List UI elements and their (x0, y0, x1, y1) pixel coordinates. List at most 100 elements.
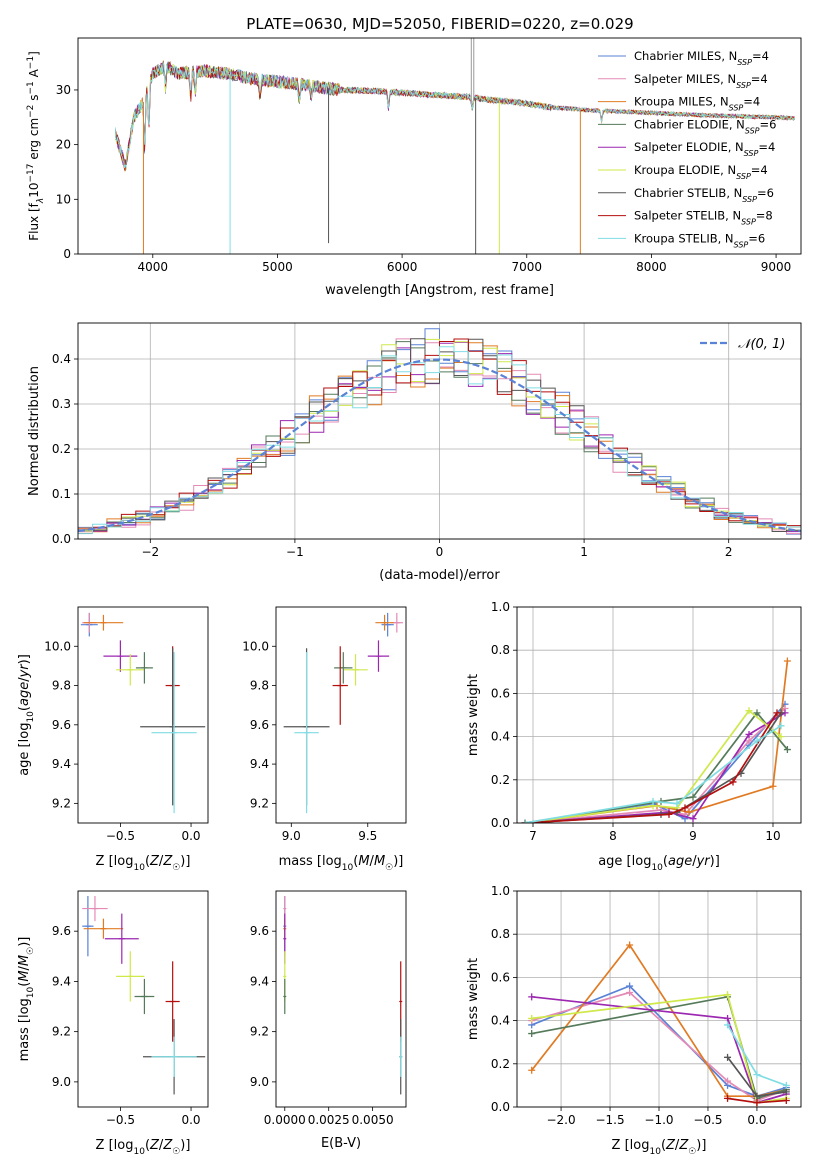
data-point (782, 1088, 790, 1096)
y-tick-label: 9.8 (250, 679, 269, 693)
data-point (729, 778, 737, 786)
axes-frame (275, 890, 407, 1108)
x-tick-label: 0 (436, 545, 444, 559)
y-axis-label: mass weight (466, 958, 481, 1040)
data-point (753, 709, 761, 717)
data-point (753, 1092, 761, 1100)
legend-entry: Chabrier MILES, NSSP=4 (634, 49, 769, 67)
data-point (777, 733, 785, 741)
data-point (724, 1077, 732, 1085)
x-tick-label: 9 (689, 829, 697, 843)
panel-mass-weight-vs-age: 7 8 9 10 0.0 0.2 0.4 0.6 0.8 1.0 age [log10(age/yr… (466, 600, 802, 873)
x-axis-label: E(B-V) (321, 1136, 361, 1151)
y-tick-label: 0.8 (491, 927, 510, 941)
y-tick-label: 9.2 (250, 1025, 269, 1039)
panel-mass-weight-vs-Z: −2.0 −1.5 −1.0 −0.5 0.0 0.0 0.2 0.4 0.6 0.8 1.0 Z [… (466, 884, 802, 1157)
y-tick-label: 9.6 (52, 718, 71, 732)
x-tick-label: −1 (286, 545, 304, 559)
y-tick-label: 9.4 (52, 974, 71, 988)
y-tick-label: 9.0 (250, 1075, 269, 1089)
y-tick-label: 9.6 (52, 924, 71, 938)
y-tick-label: 9.2 (52, 1025, 71, 1039)
y-tick-label: 0.0 (491, 816, 510, 830)
histogram-step (78, 346, 801, 535)
y-tick-label: 20 (56, 138, 71, 152)
panel-mass-vs-ebv: 0.0000 0.0025 0.0050 9.0 9.2 9.4 9.6 E(B-V) (250, 890, 407, 1151)
data-point (724, 1053, 732, 1061)
x-tick-label: −0.5 (693, 1113, 722, 1127)
x-tick-label: 0.0050 (352, 1113, 394, 1127)
panel-age-vs-mass: 9.0 9.5 9.2 9.4 9.6 9.8 10.0 mass [log10(M/M☉)] (242, 606, 407, 873)
data-point (649, 797, 657, 805)
y-tick-label: 0.1 (52, 487, 71, 501)
plot-area (283, 612, 403, 814)
y-tick-label: 0.4 (52, 352, 71, 366)
x-tick-label: 0.0 (747, 1113, 766, 1127)
data-point (689, 793, 697, 801)
axes-frame (516, 890, 802, 1108)
y-tick-label: 30 (56, 83, 71, 97)
x-tick-label: 7 (529, 829, 537, 843)
x-tick-label: 1 (580, 545, 588, 559)
y-tick-label: 9.2 (52, 796, 71, 810)
x-tick-label: 0.0025 (308, 1113, 350, 1127)
data-point (753, 1071, 761, 1079)
x-tick-label: 0.0000 (264, 1113, 306, 1127)
x-tick-label: 7000 (511, 260, 542, 274)
y-tick-label: 0 (63, 247, 71, 261)
data-point (626, 941, 634, 949)
y-tick-label: 9.0 (52, 1075, 71, 1089)
data-point (685, 808, 693, 816)
y-tick-label: 9.6 (250, 924, 269, 938)
data-point (783, 746, 791, 754)
legend-entry: Kroupa ELODIE, NSSP=4 (634, 163, 768, 181)
x-axis-label: wavelength [Angstrom, rest frame] (325, 283, 554, 298)
weight-line (531, 995, 787, 1104)
x-tick-label: 9000 (761, 260, 792, 274)
axis-label: Z [log10(Z/Z☉)] (96, 1138, 191, 1157)
axes-frame (275, 606, 407, 824)
y-tick-label: 9.4 (52, 757, 71, 771)
axes-frame (77, 37, 802, 255)
data-point (528, 1030, 536, 1038)
panel-residual-histogram: −2 −1 0 1 2 0.0 0.1 0.2 0.3 0.4 (data-model)/error… (27, 322, 802, 583)
x-tick-label: 6000 (387, 260, 418, 274)
y-tick-label: 9.6 (250, 718, 269, 732)
data-point (753, 1099, 761, 1107)
y-tick-label: 9.8 (52, 679, 71, 693)
data-point (753, 737, 761, 745)
data-point (724, 1094, 732, 1102)
x-axis-label: (data-model)/error (379, 568, 500, 583)
y-tick-label: 0.2 (491, 773, 510, 787)
axes-frame (516, 606, 802, 824)
axis-label: Z [log10(Z/Z☉)] (612, 1138, 707, 1157)
y-axis-label: Normed distribution (27, 366, 42, 496)
y-tick-label: 1.0 (491, 884, 510, 898)
y-tick-label: 10 (56, 192, 71, 206)
data-point (528, 1014, 536, 1022)
x-tick-label: 0.0 (181, 1113, 200, 1127)
y-tick-label: 0.2 (52, 442, 71, 456)
y-axis-label: Flux [fλ10−17 erg cm−2 s−1 A−1] (26, 51, 46, 241)
x-tick-label: 5000 (262, 260, 293, 274)
y-tick-label: 0.8 (491, 643, 510, 657)
y-axis-label: mass weight (466, 674, 481, 756)
data-point (626, 989, 634, 997)
x-tick-label: 4000 (138, 260, 169, 274)
legend-entry: Kroupa MILES, NSSP=4 (634, 95, 760, 113)
data-point (528, 993, 536, 1001)
y-tick-label: 0.0 (52, 532, 71, 546)
x-tick-label: 8000 (636, 260, 667, 274)
normal-curve (78, 358, 801, 533)
x-tick-label: 8 (609, 829, 617, 843)
plot-area (521, 657, 791, 823)
plot-area (78, 328, 801, 535)
data-point (665, 810, 673, 818)
data-point (777, 722, 785, 730)
y-tick-label: 10.0 (44, 639, 71, 653)
y-tick-label: 0.2 (491, 1057, 510, 1071)
data-point (745, 737, 753, 745)
data-point (724, 1021, 732, 1029)
data-point (769, 782, 777, 790)
y-tick-label: 10.0 (242, 639, 269, 653)
